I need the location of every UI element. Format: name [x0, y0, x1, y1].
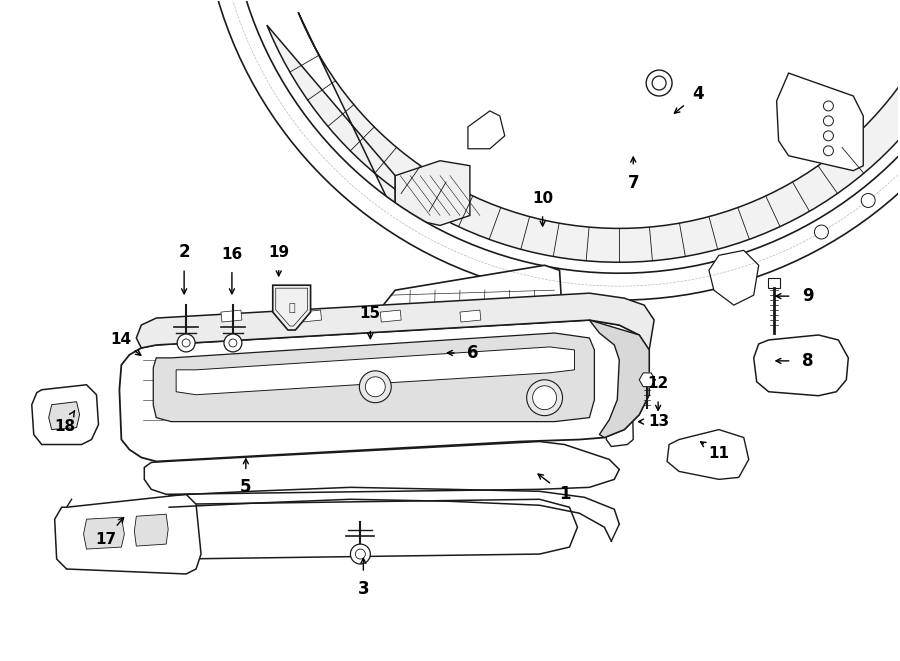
Circle shape	[365, 377, 385, 397]
Text: 10: 10	[532, 191, 554, 206]
Polygon shape	[221, 310, 242, 322]
Circle shape	[229, 339, 237, 347]
Text: 13: 13	[649, 414, 670, 429]
Polygon shape	[144, 442, 619, 494]
Text: 1: 1	[559, 485, 571, 503]
Circle shape	[646, 70, 672, 96]
Circle shape	[350, 544, 370, 564]
Polygon shape	[590, 320, 649, 438]
Circle shape	[824, 101, 833, 111]
Text: 11: 11	[708, 446, 729, 461]
Text: 9: 9	[802, 287, 814, 305]
Polygon shape	[460, 310, 481, 322]
Polygon shape	[273, 285, 310, 330]
Polygon shape	[215, 0, 900, 300]
Polygon shape	[55, 494, 201, 574]
Circle shape	[861, 194, 875, 208]
Polygon shape	[667, 430, 749, 479]
Polygon shape	[768, 278, 779, 288]
Text: 18: 18	[54, 419, 76, 434]
Text: 7: 7	[627, 174, 639, 192]
Text: 5: 5	[240, 479, 252, 496]
Text: 4: 4	[692, 85, 704, 103]
Polygon shape	[84, 517, 124, 549]
Circle shape	[526, 380, 562, 416]
Polygon shape	[140, 340, 167, 442]
Text: 15: 15	[360, 305, 381, 321]
Polygon shape	[383, 265, 564, 385]
Text: 16: 16	[221, 247, 242, 262]
Polygon shape	[120, 320, 649, 461]
Circle shape	[824, 131, 833, 141]
Polygon shape	[639, 373, 655, 387]
Circle shape	[824, 146, 833, 156]
Circle shape	[814, 225, 828, 239]
Polygon shape	[266, 0, 900, 262]
Circle shape	[824, 116, 833, 126]
Polygon shape	[176, 347, 574, 395]
Text: 🐏: 🐏	[288, 303, 295, 313]
Circle shape	[182, 339, 190, 347]
Text: 2: 2	[178, 243, 190, 261]
Text: 8: 8	[802, 352, 814, 370]
Polygon shape	[777, 73, 863, 171]
Polygon shape	[32, 385, 98, 444]
Polygon shape	[381, 310, 401, 322]
Polygon shape	[709, 251, 759, 305]
Text: 3: 3	[357, 580, 369, 598]
Text: 12: 12	[647, 376, 669, 391]
Polygon shape	[395, 161, 470, 225]
Circle shape	[177, 334, 195, 352]
Polygon shape	[134, 514, 168, 546]
Circle shape	[359, 371, 392, 403]
Text: 19: 19	[268, 245, 289, 260]
Text: 14: 14	[110, 332, 131, 348]
Circle shape	[533, 386, 556, 410]
Text: 6: 6	[467, 344, 479, 362]
Text: 17: 17	[94, 531, 116, 547]
Polygon shape	[157, 499, 578, 559]
Polygon shape	[604, 328, 634, 447]
Polygon shape	[468, 111, 505, 149]
Circle shape	[356, 549, 365, 559]
Circle shape	[652, 76, 666, 90]
Polygon shape	[49, 402, 79, 430]
Polygon shape	[753, 335, 849, 396]
Polygon shape	[136, 293, 654, 350]
Polygon shape	[301, 310, 321, 322]
Circle shape	[224, 334, 242, 352]
Polygon shape	[153, 333, 594, 422]
